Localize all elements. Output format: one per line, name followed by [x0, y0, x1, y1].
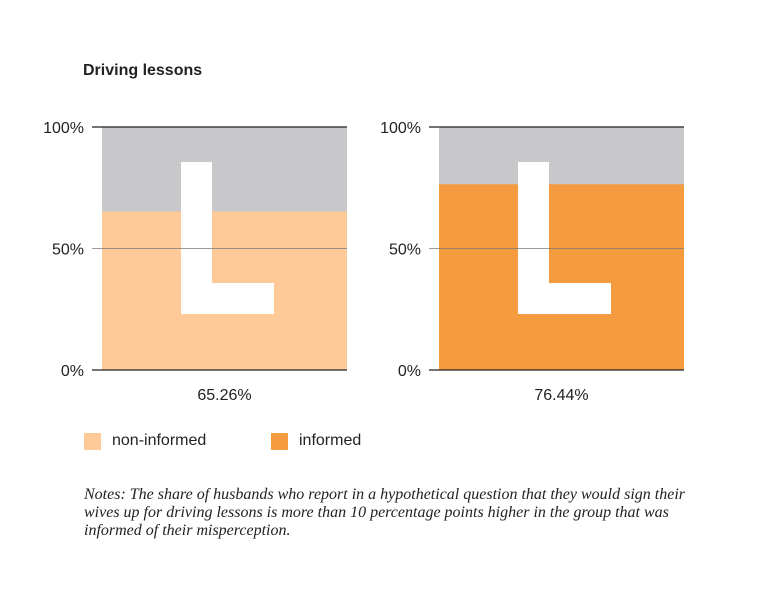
value-label-non-informed: 65.26%	[197, 387, 251, 404]
learner-l-icon	[518, 162, 611, 314]
y-tick-label: 50%	[389, 242, 421, 259]
chart-panel-non-informed: 0% 50% 100% 65.26%	[43, 120, 347, 404]
y-tick-label: 100%	[43, 120, 84, 137]
chart-notes: Notes: The share of husbands who report …	[84, 486, 686, 539]
y-tick-label: 0%	[61, 363, 84, 380]
learner-l-icon	[181, 162, 274, 314]
legend-swatch-non-informed	[84, 432, 101, 450]
y-tick-label: 50%	[52, 242, 84, 259]
legend-label-informed: informed	[299, 432, 362, 449]
y-tick-label: 100%	[380, 120, 421, 137]
chart-title: Driving lessons	[83, 62, 203, 79]
legend-swatch-informed	[271, 432, 288, 450]
bar-informed	[439, 184, 684, 370]
legend-label-non-informed: non-informed	[112, 432, 207, 449]
legend-item-informed: informed	[271, 432, 361, 450]
value-label-informed: 76.44%	[534, 387, 588, 404]
legend-item-non-informed: non-informed	[84, 432, 206, 450]
chart-panel-informed: 0% 50% 100% 76.44%	[380, 120, 684, 404]
y-tick-label: 0%	[398, 363, 421, 380]
